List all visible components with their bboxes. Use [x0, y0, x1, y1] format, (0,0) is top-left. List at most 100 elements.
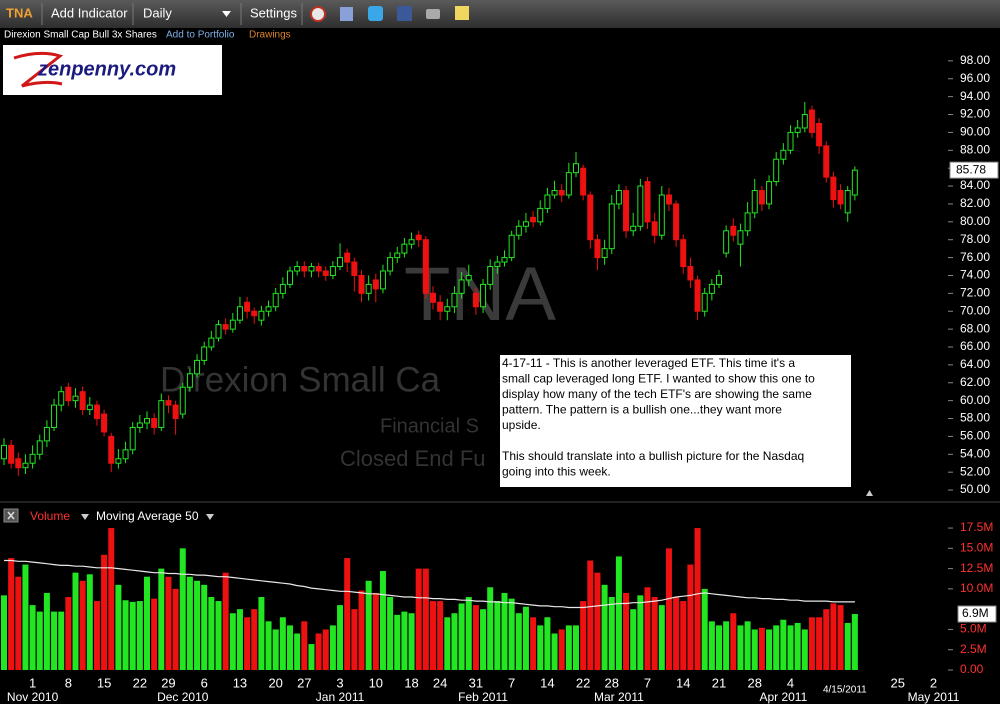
candle-body	[665, 194, 672, 205]
x-tick-label: 15	[97, 675, 111, 690]
volume-bar	[723, 621, 730, 670]
volume-bar	[472, 605, 479, 670]
volume-tick-label: 0.00	[960, 662, 984, 676]
candle-body	[344, 252, 351, 263]
volume-bar	[208, 597, 215, 670]
volume-bar	[422, 568, 429, 670]
twitter-icon[interactable]	[368, 6, 383, 21]
volume-bar	[751, 629, 758, 670]
candle-body	[701, 292, 708, 312]
volume-bar	[851, 614, 858, 670]
volume-bar	[158, 568, 165, 670]
volume-bar	[594, 572, 601, 670]
note-icon[interactable]	[455, 6, 469, 20]
candle-body	[723, 230, 730, 254]
candle-body	[394, 252, 401, 259]
candle-body	[437, 301, 444, 312]
volume-bar	[379, 571, 386, 670]
volume-bar	[430, 601, 436, 670]
candle-body	[816, 122, 823, 147]
collapse-arrow[interactable]	[866, 490, 873, 496]
volume-bar	[558, 629, 565, 670]
dropdown-arrow[interactable]	[206, 514, 214, 520]
x-tick-label: 24	[433, 675, 447, 690]
candle-body	[208, 337, 215, 348]
x-tick-label: 10	[369, 675, 383, 690]
candle-body	[165, 400, 172, 406]
x-tick-label: 22	[133, 675, 147, 690]
volume-bar	[687, 564, 694, 670]
volume-bar	[665, 548, 672, 670]
volume-bar	[758, 627, 765, 670]
candle-body	[558, 190, 565, 196]
x-tick-label: 29	[161, 675, 175, 690]
watchlist-icon[interactable]	[340, 7, 353, 21]
volume-bar	[101, 554, 108, 670]
volume-bar	[573, 625, 579, 670]
volume-bar	[401, 611, 408, 670]
instrument-name: Direxion Small Cap Bull 3x Shares	[4, 30, 157, 41]
annotation: 4-17-11 - This is another leveraged ETF.…	[500, 355, 851, 487]
volume-bar	[387, 597, 394, 670]
volume-bar	[86, 574, 93, 670]
volume-bar	[108, 528, 115, 670]
volume-bar	[115, 584, 122, 670]
x-tick-label: 20	[268, 675, 282, 690]
camera-icon[interactable]	[426, 9, 440, 19]
x-tick-label: 8	[65, 675, 72, 690]
y-tick-label: 50.00	[960, 482, 990, 496]
volume-bar	[830, 603, 837, 670]
candle-body	[773, 158, 780, 183]
y-tick-label: 74.00	[960, 268, 990, 282]
volume-bar	[51, 611, 58, 670]
volume-bar	[251, 609, 258, 670]
candle-body	[630, 225, 637, 232]
y-tick-label: 64.00	[960, 357, 990, 371]
volume-bar	[151, 598, 158, 670]
volume-bar	[301, 621, 308, 670]
candle-body	[823, 145, 830, 178]
volume-bar	[372, 592, 379, 670]
month-label: Dec 2010	[157, 690, 209, 704]
month-label: Apr 2011	[759, 690, 807, 704]
volume-bar	[272, 629, 279, 670]
annotation-line: small cap leveraged long ETF. I wanted t…	[502, 372, 815, 386]
candle-body	[72, 395, 79, 402]
annotation-line: display how many of the tech ETF's are s…	[502, 387, 812, 401]
volume-bar	[287, 625, 293, 670]
volume-bar	[337, 605, 344, 670]
settings[interactable]: Settings	[250, 5, 297, 20]
volume-bar	[716, 625, 722, 670]
x-tick-label: 27	[297, 675, 311, 690]
candle-body	[637, 185, 644, 227]
dropdown-arrow[interactable]	[222, 11, 231, 17]
facebook-icon[interactable]	[397, 6, 412, 21]
logo-swoosh	[13, 51, 64, 88]
drawings[interactable]: Drawings	[249, 30, 291, 41]
volume-bar	[215, 601, 222, 670]
volume-bar	[816, 617, 823, 670]
candle-body	[615, 190, 622, 205]
volume-bar	[615, 556, 622, 670]
dropdown-arrow[interactable]	[81, 514, 89, 520]
candle-body	[122, 449, 129, 460]
volume-bar	[136, 601, 143, 670]
volume-bar	[93, 601, 100, 670]
candle-body	[522, 221, 529, 227]
alert-icon[interactable]	[310, 6, 326, 22]
close-icon[interactable]	[7, 511, 15, 520]
last-date-label: 4/15/2011	[823, 685, 867, 696]
volume-bar	[708, 621, 715, 670]
candle-body	[379, 270, 386, 290]
add-to-portfolio[interactable]: Add to Portfolio	[166, 30, 235, 41]
candle-body	[265, 306, 272, 312]
volume-bar	[43, 592, 50, 670]
add-indicator[interactable]: Add Indicator	[51, 5, 128, 20]
candle-body	[830, 176, 837, 200]
x-tick-label: 4	[787, 675, 794, 690]
candle-body	[537, 207, 544, 223]
month-label: Nov 2010	[7, 690, 59, 704]
candle-body	[136, 422, 143, 428]
symbol[interactable]: TNA	[6, 5, 33, 20]
interval[interactable]: Daily	[143, 5, 172, 20]
